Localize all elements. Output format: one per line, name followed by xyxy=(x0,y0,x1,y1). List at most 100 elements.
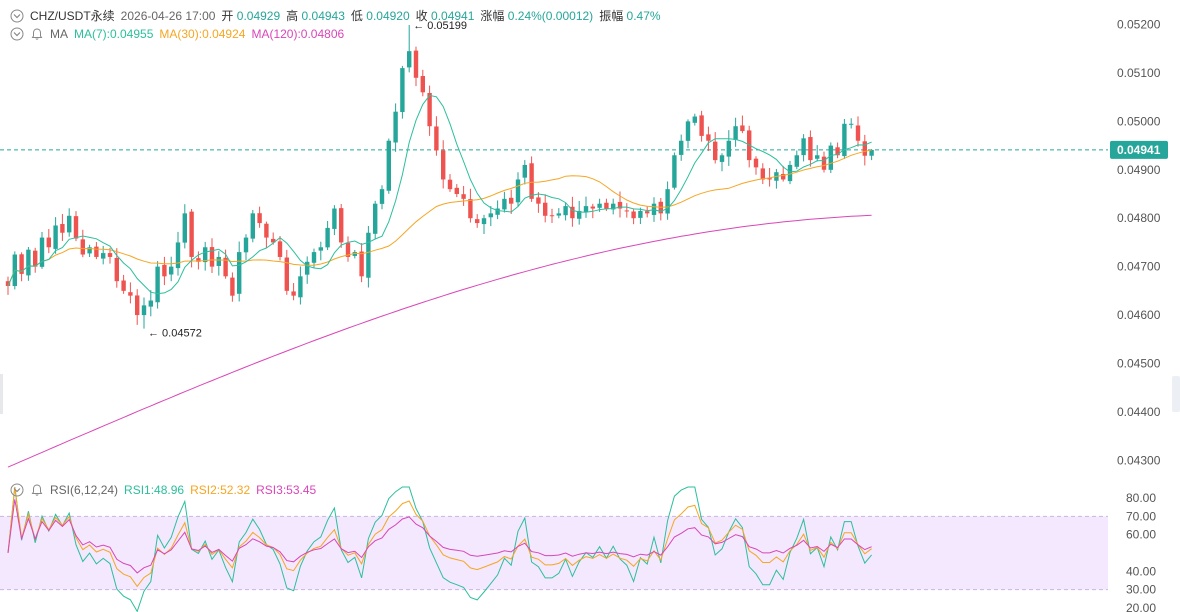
extreme-price-label: ← 0.04572 xyxy=(148,328,202,340)
price-scale-handle[interactable] xyxy=(1172,376,1180,412)
rsi-tick-label: 60.00 xyxy=(1126,528,1156,542)
candle-body xyxy=(794,155,799,167)
close-label: 收 xyxy=(415,9,428,23)
rsi2-value: RSI2:52.32 xyxy=(190,483,251,497)
candle-body xyxy=(672,155,677,188)
candle-body xyxy=(325,227,330,248)
price-tick-label: 0.05100 xyxy=(1117,66,1161,80)
candle-body xyxy=(760,168,765,180)
collapse-chevron-icon[interactable] xyxy=(10,483,24,497)
candle-body xyxy=(706,134,711,141)
price-tick-label: 0.05200 xyxy=(1117,18,1161,32)
candle-body xyxy=(869,149,874,156)
candle-body xyxy=(597,203,602,208)
candle-body xyxy=(699,115,704,136)
candle-body xyxy=(359,251,364,277)
candle-body xyxy=(162,264,167,277)
candle-body xyxy=(434,126,439,151)
candle-body xyxy=(577,210,582,219)
candle-body xyxy=(645,211,650,214)
candle-body xyxy=(767,178,772,180)
candle-body xyxy=(114,257,119,282)
candle-body xyxy=(94,246,99,257)
candle-body xyxy=(379,189,385,204)
candle-body xyxy=(53,225,58,249)
candle-body xyxy=(305,261,310,275)
price-tick-label: 0.04500 xyxy=(1117,356,1161,370)
bell-icon[interactable] xyxy=(30,483,44,497)
candle-body xyxy=(536,197,541,204)
datetime: 2026-04-26 17:00 xyxy=(120,9,216,23)
collapse-chevron-icon[interactable] xyxy=(10,9,24,23)
candle-body xyxy=(441,150,446,180)
candle-body xyxy=(141,305,147,316)
candle-body xyxy=(787,164,793,182)
rsi-legend: RSI(6,12,24) RSI1:48.96 RSI2:52.32 RSI3:… xyxy=(10,482,316,498)
last-price-tag-label: 0.04941 xyxy=(1117,143,1161,157)
candle-body xyxy=(33,250,38,267)
candle-body xyxy=(828,145,833,170)
price-tick-label: 0.05000 xyxy=(1117,114,1161,128)
close-value: 0.04941 xyxy=(431,9,475,23)
high-label: 高 xyxy=(286,9,299,23)
candle-body xyxy=(352,252,357,256)
candle-body xyxy=(413,50,419,78)
candle-body xyxy=(447,179,453,190)
rsi3-value: RSI3:53.45 xyxy=(256,483,317,497)
candle-body xyxy=(332,208,337,229)
candle-body xyxy=(488,213,493,218)
candle-body xyxy=(583,206,589,213)
candle-body xyxy=(19,254,24,274)
candle-body xyxy=(87,247,92,254)
candle-body xyxy=(339,208,344,243)
candle-body xyxy=(713,141,718,161)
left-scroll-handle[interactable] xyxy=(0,374,3,414)
candle-body xyxy=(719,155,725,162)
last-price-tag xyxy=(1110,140,1168,159)
candle-body xyxy=(366,232,371,278)
candle-body xyxy=(101,253,106,259)
candle-body xyxy=(298,276,303,298)
price-tick-label: 0.04600 xyxy=(1117,308,1161,322)
rsi-band xyxy=(0,516,1108,590)
candle-body xyxy=(855,125,861,141)
candle-body xyxy=(842,123,847,157)
candle-body xyxy=(733,126,738,140)
candle-body xyxy=(128,292,133,296)
candle-body xyxy=(121,280,126,291)
candle-body xyxy=(801,138,806,156)
candle-body xyxy=(400,68,405,113)
bell-icon[interactable] xyxy=(30,27,44,41)
rsi1-value: RSI1:48.96 xyxy=(124,483,185,497)
candle-body xyxy=(135,295,140,316)
candle-body xyxy=(740,125,745,132)
candle-body xyxy=(26,249,31,276)
price-tick-label: 0.04300 xyxy=(1117,453,1161,467)
candle-body xyxy=(318,247,323,251)
rsi-tick-label: 70.00 xyxy=(1126,509,1156,523)
candle-body xyxy=(651,203,657,215)
candle-body xyxy=(46,237,51,248)
candle-body xyxy=(5,281,11,286)
candle-body xyxy=(461,194,466,199)
candle-body xyxy=(345,242,351,257)
candle-body xyxy=(604,202,609,209)
candle-body xyxy=(148,300,153,307)
candle-body xyxy=(529,163,534,199)
candle-body xyxy=(543,202,548,216)
candle-body xyxy=(373,203,378,234)
candle-body xyxy=(60,224,65,233)
candle-body xyxy=(209,247,215,267)
candle-body xyxy=(243,237,249,253)
candle-body xyxy=(495,208,500,215)
candle-body xyxy=(665,189,670,214)
candle-body xyxy=(223,257,228,277)
low-label: 低 xyxy=(350,9,363,23)
price-tick-label: 0.04800 xyxy=(1117,211,1161,225)
candle-body xyxy=(169,266,174,275)
collapse-chevron-icon[interactable] xyxy=(10,27,24,41)
candle-body xyxy=(264,223,269,238)
candle-body xyxy=(563,206,568,216)
candle-body xyxy=(277,241,283,257)
